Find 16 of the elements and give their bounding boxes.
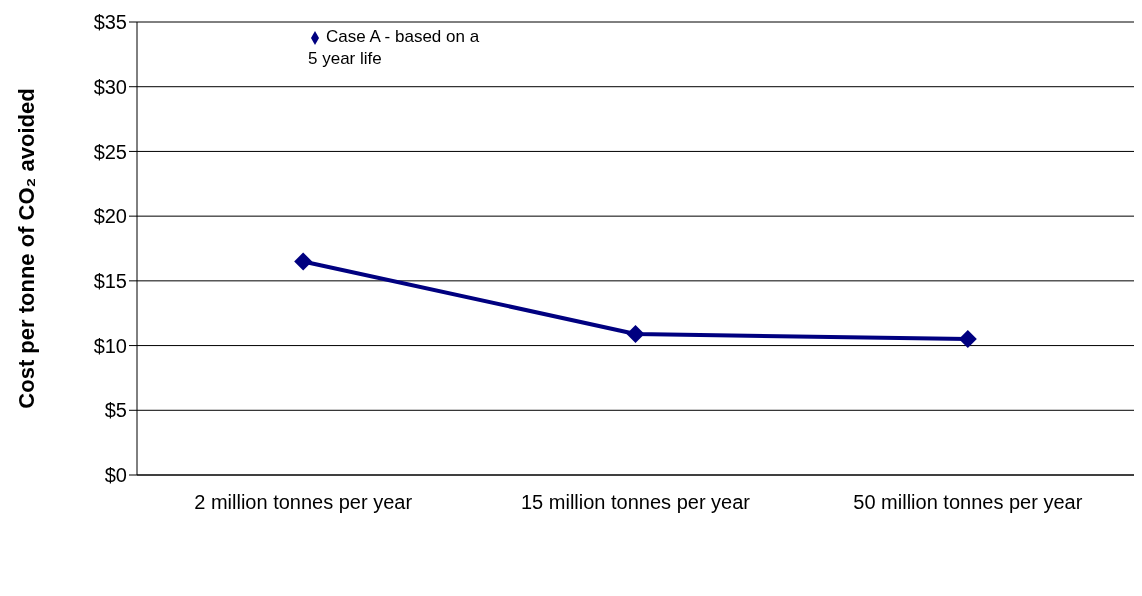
point [958, 330, 977, 349]
point [626, 324, 645, 343]
y-tick-label: $0 [104, 464, 127, 487]
legend-label: Case A - based on a 5 year life [308, 27, 480, 68]
x-tick-label: 15 million tonnes per year [520, 491, 751, 514]
y-tick-label: $15 [93, 269, 127, 292]
y-tick-label: $35 [93, 11, 127, 34]
x-tick-label: 50 million tonnes per year [853, 491, 1083, 514]
y-tick-label: $25 [93, 140, 127, 163]
y-axis-title: Cost per tonne of CO₂ avoided [13, 88, 39, 409]
x-tick-label: 2 million tonnes per year [194, 491, 413, 514]
y-tick-label: $5 [104, 399, 127, 422]
y-tick-label: $30 [93, 75, 127, 98]
point [294, 252, 313, 271]
y-tick-label: $10 [93, 334, 127, 357]
y-tick-label: $20 [93, 205, 127, 228]
